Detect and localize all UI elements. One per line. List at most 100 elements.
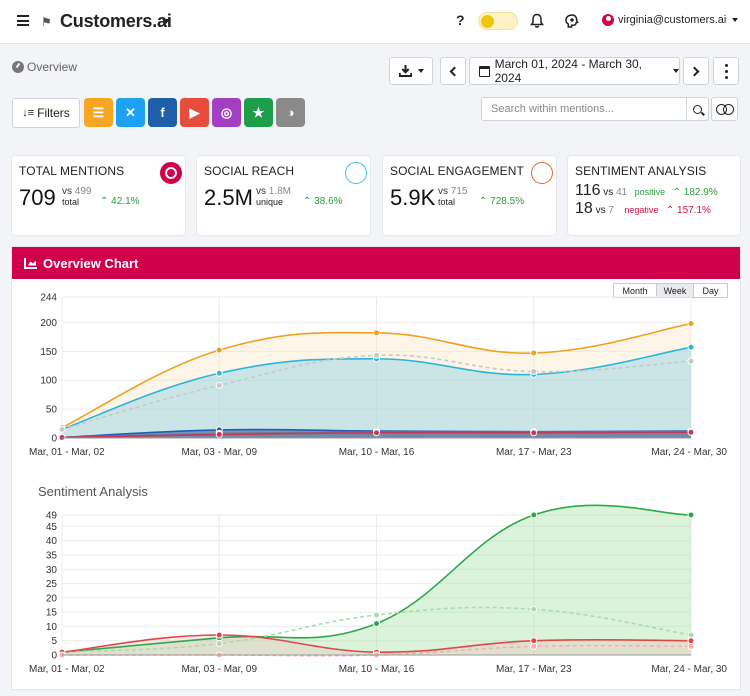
- brand-dropdown-icon[interactable]: [162, 19, 170, 24]
- download-button[interactable]: [389, 57, 433, 85]
- data-point-1-1: [215, 369, 223, 377]
- y-tick-label: 45: [46, 522, 58, 533]
- instagram-icon: ◎: [220, 104, 233, 120]
- previous-period-button[interactable]: [440, 57, 466, 85]
- date-range-picker[interactable]: March 01, 2024 - March 30, 2024: [469, 57, 680, 85]
- hamburger-menu-icon[interactable]: [17, 15, 29, 26]
- filters-button[interactable]: ↓≡ Filters: [12, 98, 80, 128]
- theme-toggle[interactable]: [478, 12, 518, 30]
- x-tick-label: Mar, 01 - Mar, 02: [29, 664, 105, 675]
- data-point-1-4: [687, 631, 695, 639]
- data-point-5-2: [373, 429, 380, 437]
- arrow-up-icon: ⌃: [479, 196, 488, 207]
- data-point-1-2: [373, 611, 380, 619]
- y-tick-label: 15: [46, 608, 58, 619]
- y-tick-label: 0: [51, 434, 57, 445]
- arrow-up-icon: ⌃: [665, 205, 675, 216]
- y-tick-label: 10: [46, 622, 58, 633]
- y-tick-label: 244: [40, 293, 57, 304]
- x-tick-label: Mar, 01 - Mar, 02: [29, 447, 105, 458]
- x-twitter-icon: ✕: [125, 104, 136, 120]
- data-point-5-0: [58, 433, 66, 441]
- source-filter-youtube[interactable]: ▶: [180, 98, 209, 127]
- card-title: SOCIAL REACH: [204, 164, 295, 178]
- source-filter-half-circle[interactable]: ◑: [276, 98, 305, 127]
- avatar: [602, 14, 614, 26]
- next-period-button[interactable]: [683, 57, 709, 85]
- area-chart-icon: [24, 257, 37, 269]
- card-value: 5.9K: [390, 185, 436, 210]
- data-point-2-3: [530, 368, 538, 376]
- data-point-2-3: [530, 637, 538, 645]
- data-point-2-0: [58, 425, 66, 433]
- top-bar: ⚑ Customers.ai ? virginia@customers.ai: [0, 0, 750, 44]
- arrow-up-icon: ⌃: [672, 187, 682, 198]
- search-button[interactable]: [686, 98, 708, 120]
- more-options-button[interactable]: [713, 57, 739, 85]
- source-filter-facebook[interactable]: f: [148, 98, 177, 127]
- y-tick-label: 150: [40, 347, 57, 358]
- source-filter-document[interactable]: ☰: [84, 98, 113, 127]
- card-comparison: vs 715 total: [438, 186, 468, 207]
- sentiment-analysis-card: SENTIMENT ANALYSIS 116 vs 41 positive ⌃ …: [568, 156, 740, 235]
- data-point-0-2: [373, 620, 380, 628]
- sort-icon: ↓≡: [22, 107, 35, 119]
- period-day-button[interactable]: Day: [693, 283, 728, 298]
- search-input[interactable]: [482, 98, 682, 120]
- y-tick-label: 25: [46, 579, 58, 590]
- data-point-0-1: [215, 346, 223, 354]
- data-point-2-1: [215, 381, 223, 389]
- search-mentions: [481, 97, 709, 121]
- data-point-3-4: [687, 642, 695, 650]
- vertical-dots-icon: [724, 63, 728, 67]
- half-circle-icon: ◑: [286, 105, 295, 120]
- x-tick-label: Mar, 10 - Mar, 16: [339, 447, 415, 458]
- y-tick-label: 100: [40, 376, 57, 387]
- bell-icon[interactable]: [530, 13, 544, 29]
- brand-name[interactable]: Customers.ai: [60, 11, 172, 31]
- download-icon: [398, 65, 412, 77]
- source-filter-instagram[interactable]: ◎: [212, 98, 241, 127]
- data-point-1-1: [215, 640, 223, 648]
- compare-button[interactable]: [711, 97, 738, 121]
- data-point-5-3: [530, 429, 538, 437]
- card-value: 2.5M: [204, 185, 253, 210]
- filters-label: Filters: [37, 106, 70, 120]
- mentions-ring-icon: [160, 162, 182, 184]
- negative-sentiment-row: 18 vs 7 negative ⌃ 157.1%: [575, 200, 711, 217]
- arrow-up-icon: ⌃: [100, 196, 109, 207]
- x-tick-label: Mar, 17 - Mar, 23: [496, 447, 572, 458]
- source-filter-star[interactable]: ★: [244, 98, 273, 127]
- youtube-icon: ▶: [189, 104, 200, 120]
- sentiment-chart-title: Sentiment Analysis: [38, 484, 148, 499]
- data-point-0-3: [530, 511, 538, 519]
- flag-icon[interactable]: ⚑: [41, 15, 52, 29]
- user-menu[interactable]: virginia@customers.ai: [602, 14, 739, 26]
- card-change: ⌃ 38.6%: [303, 196, 343, 207]
- source-filter-x-twitter[interactable]: ✕: [116, 98, 145, 127]
- card-change: ⌃ 42.1%: [100, 196, 140, 207]
- card-title: TOTAL MENTIONS: [19, 164, 125, 178]
- y-tick-label: 40: [46, 536, 58, 547]
- y-tick-label: 200: [40, 318, 57, 329]
- data-point-2-4: [687, 637, 695, 645]
- help-icon[interactable]: ?: [456, 12, 465, 28]
- chevron-down-icon: [732, 18, 739, 22]
- dashboard-gauge-icon: [12, 61, 24, 73]
- data-point-0-4: [687, 511, 695, 519]
- overview-chart: 0 50 100 150 200 244 Mar, 01 - Mar, 02 Mar, 03 …: [29, 293, 727, 459]
- card-comparison: vs 499 total: [62, 186, 92, 207]
- data-point-3-3: [530, 642, 538, 650]
- card-title: SENTIMENT ANALYSIS: [575, 164, 707, 178]
- facebook-icon: f: [160, 105, 165, 120]
- card-comparison: vs 1.8M unique: [256, 186, 292, 207]
- y-tick-label: 5: [51, 636, 57, 647]
- overview-chart-header: Overview Chart: [12, 247, 740, 279]
- document-icon: ☰: [92, 104, 105, 120]
- data-point-2-4: [687, 357, 695, 365]
- data-point-0-2: [373, 329, 380, 337]
- y-tick-label: 20: [46, 593, 58, 604]
- user-email: virginia@customers.ai: [618, 14, 727, 26]
- brain-icon[interactable]: [564, 13, 580, 29]
